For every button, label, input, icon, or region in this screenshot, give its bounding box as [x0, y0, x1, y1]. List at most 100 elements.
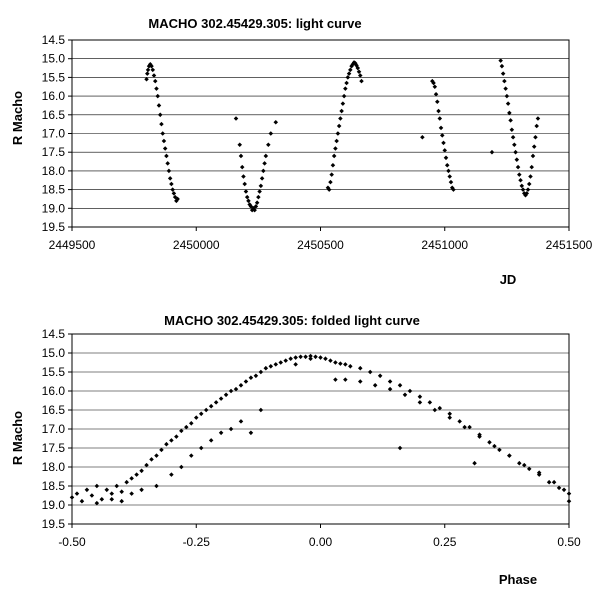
chart-2-ylabel: R Macho — [10, 411, 25, 465]
y-tick-label: 15.5 — [42, 70, 66, 84]
data-point — [447, 174, 452, 179]
data-point — [334, 138, 339, 144]
data-point — [339, 108, 344, 114]
data-point — [79, 498, 85, 504]
data-point — [156, 103, 162, 108]
data-point — [504, 93, 510, 99]
data-point — [443, 155, 449, 161]
data-point — [228, 388, 234, 394]
data-point — [447, 415, 452, 420]
data-point — [293, 355, 298, 360]
data-point — [323, 356, 328, 361]
data-point — [397, 445, 403, 451]
data-point — [487, 440, 492, 445]
data-point — [193, 415, 199, 420]
data-point — [318, 355, 323, 360]
data-point — [252, 207, 257, 213]
data-point — [283, 358, 288, 363]
data-point — [561, 487, 567, 493]
data-point — [237, 142, 243, 147]
data-point — [69, 495, 75, 500]
x-tick-label: -0.50 — [58, 535, 86, 549]
data-point — [139, 468, 144, 474]
data-point — [99, 497, 105, 502]
data-point — [440, 133, 445, 138]
data-point — [437, 116, 443, 121]
data-point — [345, 75, 351, 80]
data-point — [208, 438, 214, 443]
y-tick-label: 15.0 — [42, 52, 66, 66]
y-tick-label: 17.5 — [42, 441, 66, 455]
data-point — [171, 191, 177, 196]
data-point — [238, 419, 244, 424]
data-point — [218, 396, 224, 401]
chart-2: MACHO 302.45429.305: folded light curve … — [10, 313, 581, 587]
data-point — [377, 373, 383, 379]
data-point — [522, 462, 527, 468]
data-point — [198, 445, 204, 451]
data-point — [566, 491, 572, 496]
chart-2-y-axis: 14.5 15.0 15.5 16.0 16.5 17.0 17.5 18.0 18.5 19.0… — [42, 327, 72, 531]
y-tick-label: 15.5 — [42, 365, 66, 379]
data-point — [436, 108, 441, 114]
data-point — [546, 479, 552, 485]
data-point — [333, 377, 338, 382]
data-point — [367, 369, 373, 375]
data-point — [164, 441, 169, 447]
data-point — [313, 354, 318, 360]
data-point — [213, 400, 219, 405]
data-point — [372, 383, 378, 388]
data-point — [263, 365, 269, 371]
data-point — [530, 153, 536, 159]
y-tick-label: 18.5 — [42, 183, 66, 197]
data-point — [218, 430, 224, 436]
data-point — [526, 466, 532, 472]
data-point — [258, 369, 264, 375]
data-point — [248, 375, 254, 380]
data-point — [533, 134, 538, 140]
chart-1-title: MACHO 302.45429.305: light curve — [148, 16, 361, 31]
x-tick-label: 2450000 — [173, 238, 220, 252]
data-point — [189, 453, 194, 458]
data-point — [203, 407, 209, 413]
data-point — [253, 373, 259, 379]
data-point — [344, 80, 349, 86]
data-point — [263, 153, 269, 159]
data-point — [179, 428, 184, 434]
data-point — [109, 491, 115, 496]
data-point — [333, 360, 338, 365]
data-point — [169, 438, 174, 443]
data-point — [341, 93, 347, 99]
data-point — [497, 447, 502, 453]
y-tick-label: 16.0 — [42, 89, 66, 103]
data-point — [273, 362, 279, 367]
data-point — [174, 434, 179, 439]
chart-1-y-axis: 14.5 15.0 15.5 16.0 16.5 17.0 17.5 18.0 18.5 19.0… — [42, 33, 72, 234]
data-point — [94, 500, 100, 506]
data-point — [457, 419, 462, 424]
data-point — [170, 187, 175, 192]
data-point — [519, 183, 525, 189]
data-point — [160, 131, 165, 136]
data-point — [427, 400, 433, 405]
data-point — [169, 472, 174, 477]
data-point — [348, 67, 353, 73]
data-point — [357, 379, 363, 384]
y-tick-label: 17.5 — [42, 145, 66, 159]
data-point — [499, 63, 505, 69]
y-tick-label: 18.0 — [42, 460, 66, 474]
data-point — [223, 392, 229, 398]
data-point — [303, 354, 308, 360]
data-point — [262, 161, 267, 166]
data-point — [420, 134, 425, 140]
data-point — [241, 174, 246, 179]
data-point — [441, 140, 446, 146]
data-point — [258, 407, 264, 413]
chart-2-series — [69, 353, 572, 506]
data-point — [437, 405, 443, 411]
data-point — [145, 71, 150, 76]
data-point — [268, 364, 274, 369]
y-tick-label: 16.5 — [42, 108, 66, 122]
data-point — [246, 198, 251, 204]
